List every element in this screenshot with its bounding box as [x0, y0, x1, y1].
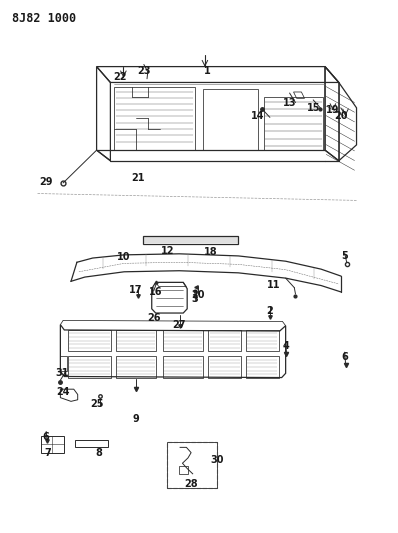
- Text: 16: 16: [149, 287, 162, 297]
- Text: 28: 28: [184, 479, 198, 489]
- Text: 13: 13: [283, 98, 297, 108]
- Text: 30: 30: [210, 455, 223, 465]
- Text: 21: 21: [131, 173, 145, 183]
- Text: 20: 20: [191, 289, 205, 300]
- Text: 23: 23: [137, 66, 150, 76]
- Text: 24: 24: [57, 387, 70, 397]
- Text: 12: 12: [161, 246, 174, 256]
- Bar: [167, 442, 217, 488]
- Text: 29: 29: [39, 177, 53, 187]
- Text: 31: 31: [55, 368, 69, 378]
- Text: 27: 27: [173, 320, 186, 330]
- Text: 18: 18: [204, 247, 218, 257]
- Text: 3: 3: [192, 294, 199, 304]
- Text: 14: 14: [251, 111, 265, 121]
- Text: 26: 26: [147, 313, 160, 324]
- Text: 17: 17: [129, 285, 143, 295]
- Text: 6: 6: [42, 432, 49, 442]
- Text: 4: 4: [282, 341, 289, 351]
- Text: 15: 15: [306, 103, 320, 113]
- Text: 1: 1: [203, 66, 210, 76]
- Text: 25: 25: [90, 399, 103, 409]
- Text: 11: 11: [267, 280, 281, 290]
- Text: 19: 19: [326, 106, 339, 116]
- Text: 2: 2: [267, 306, 273, 317]
- Text: 20: 20: [334, 111, 347, 121]
- Text: 6: 6: [341, 352, 348, 362]
- Text: 10: 10: [117, 252, 131, 262]
- Text: 9: 9: [133, 414, 139, 424]
- Text: 8: 8: [95, 448, 102, 458]
- Text: 7: 7: [44, 448, 51, 458]
- Text: 22: 22: [113, 72, 127, 82]
- Text: 5: 5: [341, 251, 348, 261]
- Text: 8J82 1000: 8J82 1000: [12, 12, 76, 25]
